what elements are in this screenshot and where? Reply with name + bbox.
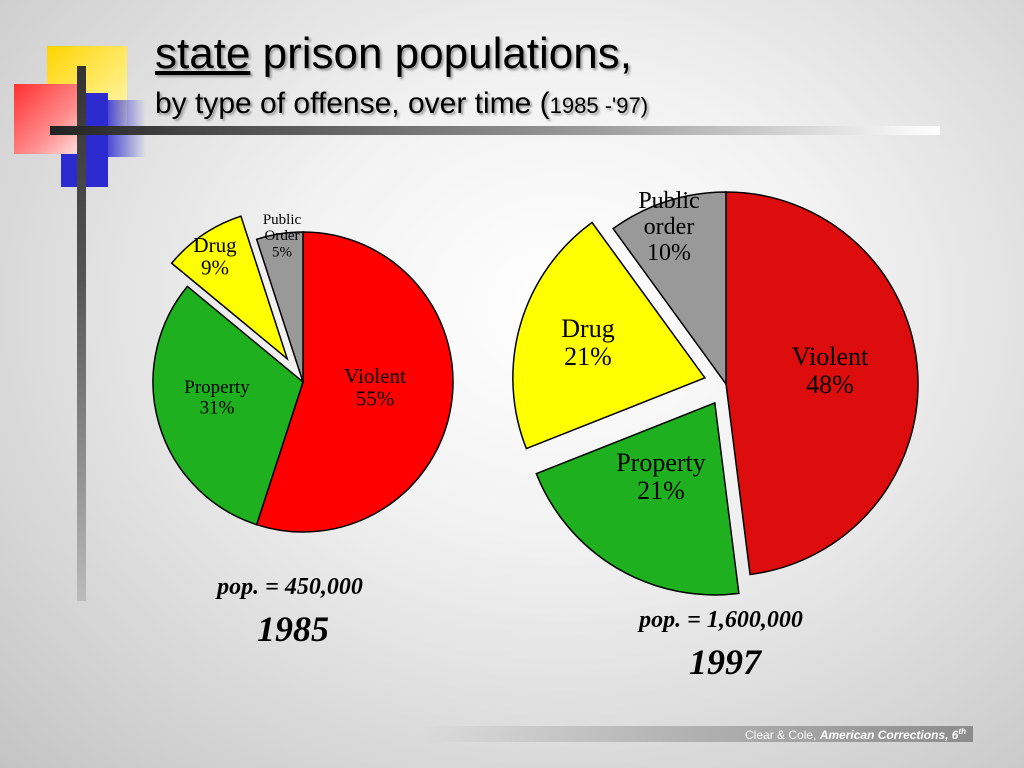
pie-1997-label-violent: Violent 48% — [792, 342, 869, 399]
page-title: state prison populations, — [155, 29, 632, 78]
footer-bar — [420, 726, 973, 742]
footer-edition-sup: th — [958, 727, 966, 736]
pie-1997-slice-violent — [725, 191, 919, 576]
pie-1997-label-property: Property 21% — [616, 448, 706, 505]
deco-horizontal-bar — [50, 126, 940, 135]
subtitle-main: by type of offense, over time ( — [155, 87, 550, 120]
page-subtitle: by type of offense, over time (1985 -'97… — [155, 86, 648, 122]
year-1985: 1985 — [257, 609, 329, 649]
pie-1985-slice-drug — [170, 215, 289, 362]
pop-1985: pop. = 450,000 — [217, 574, 363, 600]
pie-1997-slice-drug — [512, 221, 707, 450]
title-rest: prison populations, — [250, 29, 632, 78]
title-underlined-word: state — [155, 29, 251, 78]
subtitle-years: 1985 -'97) — [549, 93, 649, 118]
pie-1985-label-property: Property 31% — [184, 377, 250, 419]
year-1997: 1997 — [689, 642, 761, 682]
footer-citation: Clear & Cole, American Corrections, 6th — [745, 727, 966, 742]
pie-1985-label-drug: Drug 9% — [193, 233, 237, 280]
pie-1997-label-public-order: Public order 10% — [638, 188, 699, 266]
pie-1985-slice-violent — [255, 231, 454, 533]
footer-book: American Corrections, 6 — [819, 728, 959, 742]
pie-1985-slice-property — [152, 285, 304, 526]
pop-1997: pop. = 1,600,000 — [639, 607, 803, 633]
pie-1985-label-public-order: Public Order 5% — [263, 212, 302, 260]
pie-1997-slice-public-order — [612, 191, 727, 387]
deco-red-square — [14, 84, 80, 154]
footer-authors: Clear & Cole, — [745, 728, 820, 742]
pie-1997-label-drug: Drug 21% — [561, 314, 614, 371]
pie-1997-slice-property — [535, 401, 740, 596]
deco-vertical-bar — [77, 66, 86, 601]
pie-1985-label-violent: Violent 55% — [344, 364, 406, 411]
pie-1985-slice-public-order — [255, 231, 304, 383]
